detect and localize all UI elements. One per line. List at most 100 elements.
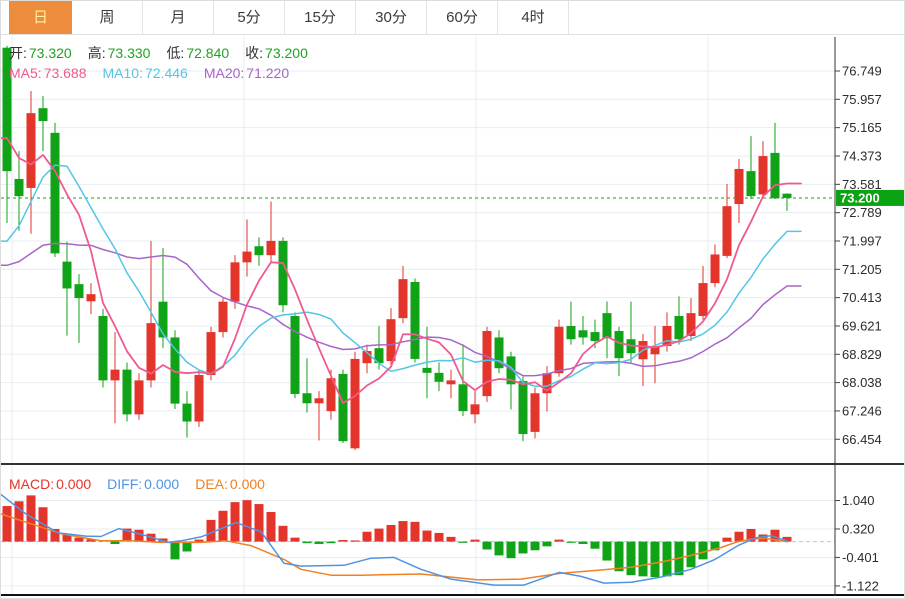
candle (734, 168, 744, 205)
candle (146, 323, 156, 381)
candle (650, 346, 660, 355)
candle (710, 254, 720, 284)
candle (602, 313, 612, 339)
tab-周[interactable]: 周 (72, 1, 143, 34)
macd-bar (386, 525, 396, 542)
macd-bar (614, 541, 624, 572)
candle (314, 398, 324, 404)
candle (422, 367, 432, 373)
candle (98, 315, 108, 381)
macd-readout: MACD: 0.000 DIFF: 0.000 DEA: 0.000 (9, 476, 265, 492)
tab-月[interactable]: 月 (143, 1, 214, 34)
candle (482, 331, 492, 397)
price-axis-label: 71.997 (842, 233, 882, 248)
tab-5分[interactable]: 5分 (214, 1, 285, 34)
candle (218, 301, 228, 333)
price-axis-label: 67.246 (842, 403, 882, 418)
candle (506, 356, 516, 385)
macd-bar (782, 536, 792, 542)
macd-bar (602, 541, 612, 561)
ma5-line (1, 137, 802, 404)
price-axis-label: 71.205 (842, 262, 882, 277)
candle (194, 375, 204, 422)
candle (446, 380, 456, 385)
macd-bar (578, 541, 588, 544)
dea-line (1, 513, 788, 581)
macd-bar (110, 541, 120, 544)
ma10-line (1, 164, 802, 387)
candle (470, 404, 480, 415)
macd-bar (302, 541, 312, 544)
price-axis-label: 75.957 (842, 92, 882, 107)
diff-line (1, 493, 788, 586)
candle (230, 262, 240, 302)
macd-bar (158, 538, 168, 542)
macd-axis-label: -1.122 (842, 578, 879, 593)
candle (686, 313, 696, 337)
tab-30分[interactable]: 30分 (356, 1, 427, 34)
macd-bar (686, 541, 696, 568)
candlestick-macd-chart[interactable]: 76.749 75.957 75.165 74.373 73.581 72.789 71.9… (1, 37, 905, 599)
macd-bar (566, 541, 576, 543)
tab-15分[interactable]: 15分 (285, 1, 356, 34)
candle (350, 358, 360, 449)
candle (494, 337, 504, 369)
macd-bar (122, 528, 132, 542)
macd-bar (326, 541, 336, 544)
macd-bar (26, 495, 36, 542)
candle (758, 156, 768, 195)
tab-60分[interactable]: 60分 (427, 1, 498, 34)
svg-text:73.200: 73.200 (840, 190, 880, 205)
macd-bar (770, 529, 780, 542)
macd-axis-label: -0.401 (842, 550, 879, 565)
macd-bar (506, 541, 516, 559)
candle (2, 47, 12, 172)
candle (254, 246, 264, 256)
candle (386, 319, 396, 362)
price-axis-label: 70.413 (842, 290, 882, 305)
candle (14, 178, 24, 197)
macd-bar (734, 531, 744, 542)
macd-bar (86, 539, 96, 542)
candle (782, 193, 792, 198)
timeframe-tabbar: 日周月 5分 15分 30分 60分 4时 (1, 1, 904, 35)
candle (554, 326, 564, 374)
macd-bar (62, 533, 72, 542)
candle (722, 206, 732, 256)
candle (26, 113, 36, 188)
price-axis-label: 66.454 (842, 432, 882, 447)
macd-axis-label: 0.320 (842, 521, 875, 536)
candle (566, 326, 576, 340)
candle (266, 240, 276, 256)
candle (74, 284, 84, 299)
price-axis-label: 76.749 (842, 64, 882, 79)
macd-bar (182, 541, 192, 552)
candle (62, 261, 72, 289)
candle (530, 393, 540, 432)
macd-bar (350, 540, 360, 542)
candle (302, 393, 312, 404)
macd-bar (698, 541, 708, 560)
candle (434, 372, 444, 382)
macd-bar (590, 541, 600, 549)
macd-bar (542, 541, 552, 547)
candle (770, 152, 780, 199)
candle (290, 315, 300, 394)
tab-4时[interactable]: 4时 (498, 1, 569, 34)
ohlc-readout: 开: 73.320 高: 73.330 低: 72.840 收: 73.200 (9, 45, 308, 61)
candle (158, 301, 168, 338)
macd-bar (398, 521, 408, 542)
candle (698, 283, 708, 316)
macd-bar (470, 539, 480, 542)
candle (110, 369, 120, 381)
current-price-badge: 73.200 (836, 189, 904, 206)
candle (398, 279, 408, 319)
candle (206, 332, 216, 376)
tab-日[interactable]: 日 (9, 1, 72, 34)
price-axis-label: 73.581 (842, 177, 882, 192)
macd-bar (446, 536, 456, 542)
macd-bar (218, 510, 228, 542)
macd-bar (266, 511, 276, 542)
macd-bar (278, 525, 288, 542)
